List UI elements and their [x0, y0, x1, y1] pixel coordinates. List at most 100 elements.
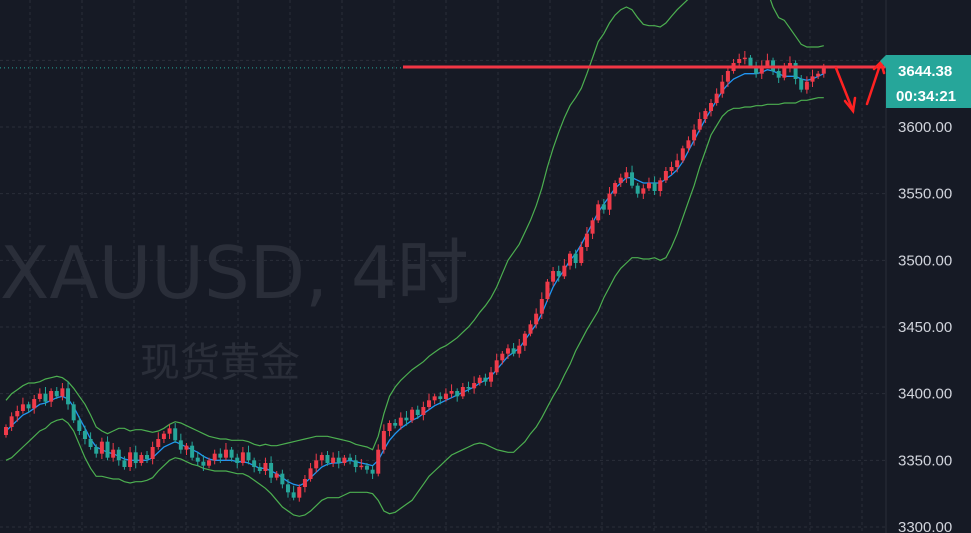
candle: [235, 453, 240, 469]
candle: [477, 375, 482, 386]
candle: [607, 187, 612, 216]
candle: [393, 419, 398, 429]
candle: [816, 71, 821, 80]
candle: [381, 424, 386, 454]
candle: [359, 459, 364, 470]
candle: [178, 433, 183, 454]
candle: [522, 331, 527, 352]
candle: [427, 393, 431, 410]
candle: [94, 444, 99, 458]
y-tick-label: 3500.00: [898, 252, 952, 269]
candle: [240, 447, 245, 466]
candle: [646, 177, 651, 192]
candle: [804, 76, 809, 94]
candle: [286, 479, 290, 498]
candle: [43, 387, 48, 406]
candle: [438, 392, 443, 405]
candle: [212, 449, 217, 465]
candle: [573, 249, 578, 269]
y-tick-label: 3350.00: [898, 452, 952, 469]
candle: [759, 60, 764, 80]
candle: [539, 292, 544, 320]
candle: [500, 351, 505, 365]
candle: [641, 184, 646, 200]
candle: [669, 161, 674, 176]
candle: [652, 176, 657, 196]
candle: [613, 180, 618, 197]
candle: [302, 475, 307, 493]
candle: [99, 437, 104, 460]
candle: [376, 444, 381, 477]
candle: [584, 227, 589, 252]
candle: [387, 420, 392, 437]
candle: [754, 61, 759, 78]
candle: [528, 320, 533, 337]
candle: [218, 448, 223, 464]
y-tick-label: 3300.00: [898, 519, 952, 533]
candle: [568, 251, 572, 270]
candle: [26, 401, 31, 413]
candle: [601, 199, 606, 214]
candle: [590, 217, 595, 240]
candle: [404, 411, 409, 426]
candle: [252, 457, 257, 473]
candle: [415, 405, 420, 420]
candle: [66, 381, 71, 410]
candle: [793, 60, 798, 85]
candle: [472, 376, 477, 394]
candle: [737, 53, 742, 68]
candle: [353, 455, 358, 473]
candle: [443, 388, 448, 402]
candle: [505, 344, 510, 360]
candle: [195, 452, 200, 466]
candle: [658, 177, 663, 197]
candle: [398, 412, 403, 430]
candle: [139, 452, 144, 466]
candle: [274, 471, 279, 481]
candle: [60, 383, 65, 401]
candle: [82, 425, 87, 445]
y-tick-label: 3400.00: [898, 386, 952, 403]
candle: [173, 423, 178, 444]
candle: [229, 447, 234, 462]
candle: [545, 279, 550, 302]
candle: [686, 136, 691, 153]
candle: [460, 383, 465, 400]
candle: [167, 424, 172, 440]
candle: [370, 465, 375, 480]
candle: [116, 447, 121, 466]
candle: [709, 99, 713, 117]
price-axis[interactable]: 3300.00 3350.00 3400.00 3450.00 3500.00 3550.…: [898, 0, 952, 533]
candle: [410, 407, 415, 424]
y-tick-label: 3600.00: [898, 119, 952, 136]
candle: [207, 457, 212, 469]
candle: [336, 451, 341, 469]
candle: [455, 388, 460, 402]
candle: [342, 455, 347, 466]
candle: [449, 384, 454, 398]
candle: [77, 416, 82, 436]
candle: [319, 452, 324, 466]
bollinger-upper: [5, 0, 824, 451]
watermark-symbol: XAUUSD, 4时: [0, 231, 469, 315]
candle: [9, 412, 14, 432]
candle: [562, 259, 567, 280]
candles: [4, 51, 826, 502]
candle: [71, 401, 76, 424]
candle: [675, 153, 680, 173]
candle: [32, 395, 37, 414]
candle: [348, 453, 353, 465]
candle: [331, 452, 336, 468]
candle: [190, 441, 195, 461]
candle: [432, 393, 437, 405]
bollinger-bands: [5, 0, 824, 517]
candle: [692, 124, 697, 146]
candle: [269, 456, 274, 484]
candle: [810, 69, 815, 88]
candle: [156, 432, 161, 450]
candle: [150, 441, 155, 465]
candle: [624, 167, 629, 184]
candle: [128, 447, 133, 472]
candle: [263, 457, 268, 476]
